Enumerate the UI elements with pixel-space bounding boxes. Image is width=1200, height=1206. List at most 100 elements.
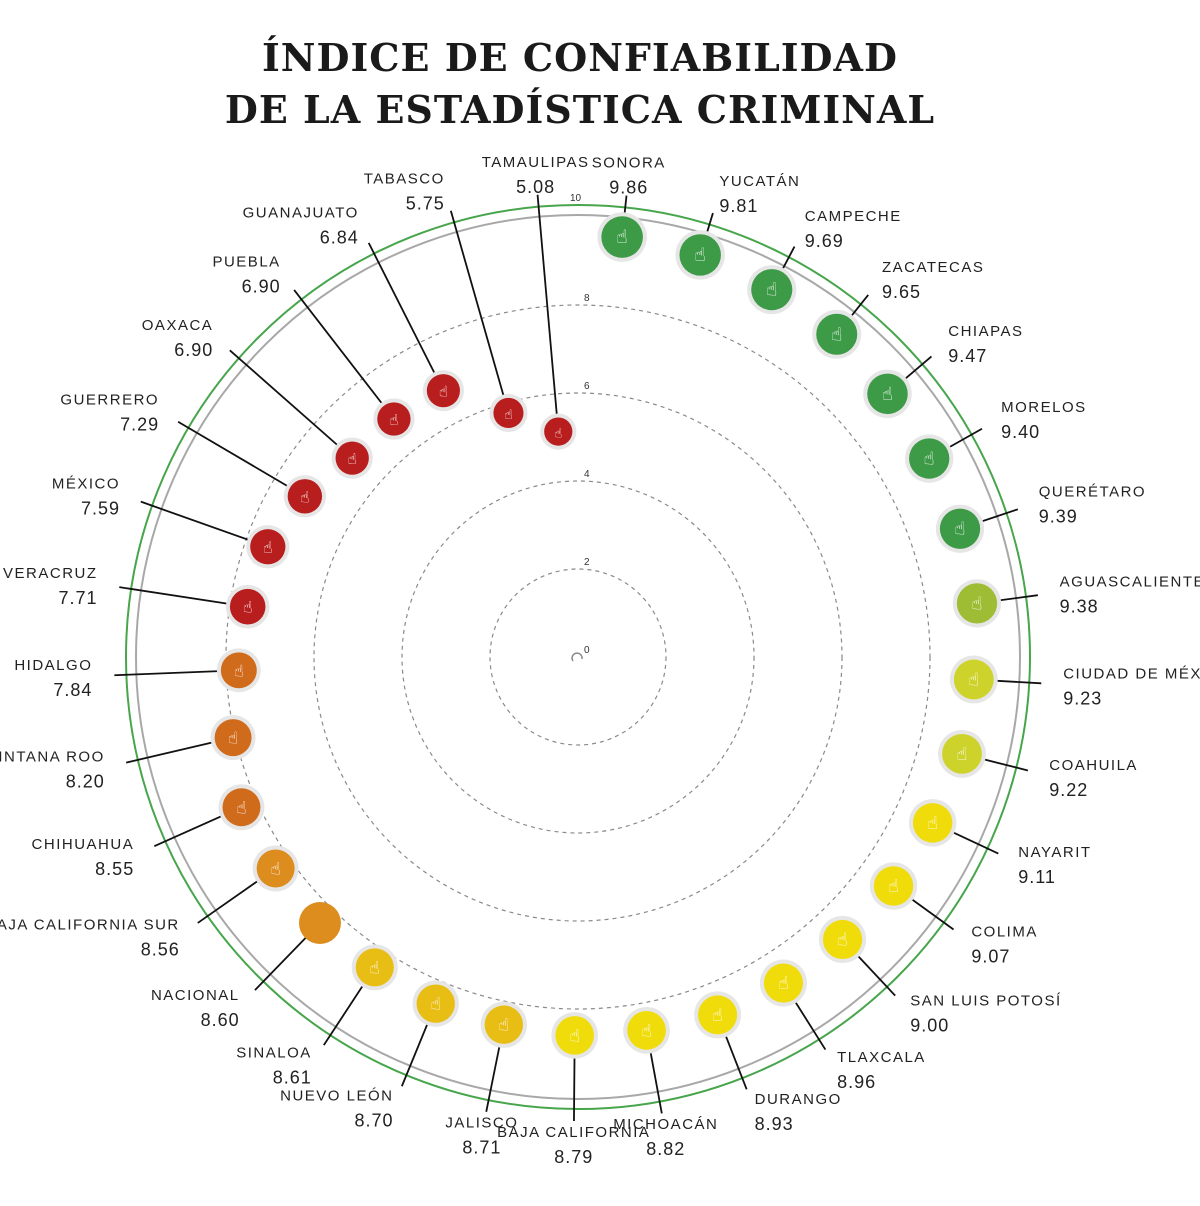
marker-dot[interactable] — [953, 659, 994, 700]
marker-guanajuato[interactable]: ☝ — [422, 370, 464, 412]
marker-dot[interactable] — [222, 788, 261, 827]
marker-dot[interactable] — [909, 438, 950, 479]
marker-dot[interactable] — [544, 417, 573, 446]
marker-hidalgo[interactable]: ☝ — [216, 648, 261, 693]
marker-puebla[interactable]: ☝ — [373, 398, 415, 440]
marker-dot[interactable] — [426, 374, 460, 408]
marker-aguascalientes[interactable]: ☝ — [952, 579, 1002, 628]
marker-dot[interactable] — [335, 441, 369, 475]
state-value-puebla: 6.90 — [242, 277, 281, 297]
marker-dot[interactable] — [493, 397, 524, 429]
state-value-yucatan: 9.81 — [719, 196, 758, 216]
marker-quintana-roo[interactable]: ☝ — [210, 715, 256, 761]
marker-veracruz[interactable]: ☝ — [225, 584, 270, 629]
ring-tick-label: 8 — [584, 293, 590, 304]
marker-dot[interactable] — [679, 234, 721, 276]
marker-dot[interactable] — [229, 588, 266, 625]
marker-dot[interactable] — [355, 948, 394, 987]
marker-sinaloa[interactable]: ☝ — [351, 944, 398, 991]
hand-pointer-icon: ☝ — [831, 324, 842, 345]
hand-pointer-icon: ☝ — [504, 407, 512, 423]
marker-oaxaca[interactable]: ☝ — [331, 437, 373, 479]
marker-tlaxcala[interactable]: ☝ — [759, 959, 807, 1007]
rings-layer: 0 2 4 6 8 10 — [125, 193, 1031, 1110]
state-value-hidalgo: 7.84 — [53, 680, 92, 700]
marker-sonora[interactable]: ☝ — [597, 212, 647, 262]
leader-line-tamaulipas — [536, 194, 559, 422]
marker-nayarit[interactable]: ☝ — [908, 799, 957, 847]
state-value-nuevo-leon: 8.70 — [354, 1111, 393, 1131]
marker-michoacan[interactable]: ☝ — [623, 1007, 670, 1054]
hand-pointer-icon: ☝ — [778, 974, 789, 994]
hand-pointer-icon: ☝ — [968, 669, 979, 690]
marker-coahuila[interactable]: ☝ — [938, 729, 986, 778]
marker-dot[interactable] — [698, 995, 738, 1035]
marker-dot[interactable] — [377, 402, 411, 436]
marker-ciudad-de-mexico[interactable]: ☝ — [949, 655, 998, 704]
marker-dot[interactable] — [873, 866, 914, 906]
marker-queretaro[interactable]: ☝ — [935, 504, 985, 553]
marker-dot[interactable] — [816, 313, 858, 355]
state-value-san-luis-potosi: 9.00 — [910, 1016, 949, 1036]
marker-dot[interactable] — [250, 529, 286, 565]
marker-morelos[interactable]: ☝ — [905, 434, 954, 483]
state-name-nayarit: NAYARIT — [1018, 844, 1091, 861]
hand-pointer-icon: ☝ — [924, 449, 935, 470]
marker-yucatan[interactable]: ☝ — [675, 230, 725, 280]
marker-dot[interactable] — [416, 984, 455, 1023]
marker-nacional[interactable] — [298, 902, 341, 945]
marker-dot[interactable] — [939, 508, 981, 549]
marker-nuevo-leon[interactable]: ☝ — [412, 980, 459, 1027]
marker-dot[interactable] — [912, 803, 953, 843]
state-value-guerrero: 7.29 — [120, 415, 159, 435]
leader-line-puebla — [293, 289, 389, 412]
hand-pointer-icon: ☝ — [348, 450, 357, 468]
state-name-zacatecas: ZACATECAS — [882, 259, 984, 276]
marker-dot[interactable] — [867, 373, 908, 415]
marker-guerrero[interactable]: ☝ — [283, 475, 327, 518]
hand-pointer-icon: ☝ — [243, 598, 253, 617]
ring-6 — [313, 392, 843, 922]
state-name-chihuahua: CHIHUAHUA — [32, 836, 135, 853]
marker-dot[interactable] — [555, 1016, 595, 1055]
marker-baja-california-sur[interactable]: ☝ — [252, 845, 299, 892]
state-value-queretaro: 9.39 — [1039, 506, 1078, 526]
marker-dot[interactable] — [942, 733, 982, 774]
marker-san-luis-potosi[interactable]: ☝ — [818, 915, 867, 964]
state-name-quintana-roo: QUINTANA ROO — [0, 749, 105, 766]
state-name-guanajuato: GUANAJUATO — [243, 204, 359, 221]
marker-dot[interactable] — [601, 216, 643, 258]
marker-dot[interactable] — [287, 479, 323, 514]
hand-pointer-icon: ☝ — [616, 227, 627, 248]
state-name-chiapas: CHIAPAS — [948, 323, 1023, 340]
marker-dot[interactable] — [763, 963, 803, 1003]
marker-campeche[interactable]: ☝ — [747, 265, 797, 315]
marker-jalisco[interactable]: ☝ — [480, 1001, 528, 1048]
marker-chiapas[interactable]: ☝ — [863, 369, 912, 419]
marker-mexico[interactable]: ☝ — [246, 525, 290, 569]
hand-pointer-icon: ☝ — [389, 411, 398, 429]
hand-pointer-icon: ☝ — [228, 729, 238, 748]
national-marker[interactable] — [298, 902, 341, 945]
marker-dot[interactable] — [256, 849, 295, 888]
state-value-jalisco: 8.71 — [462, 1137, 501, 1157]
marker-colima[interactable]: ☝ — [869, 862, 918, 910]
marker-dot[interactable] — [214, 719, 252, 757]
marker-dot[interactable] — [220, 652, 257, 689]
marker-tabasco[interactable]: ☝ — [489, 393, 528, 433]
state-name-tabasco: TABASCO — [364, 171, 445, 188]
leader-line-baja-california-sur — [197, 873, 268, 924]
marker-durango[interactable]: ☝ — [694, 991, 742, 1039]
marker-dot[interactable] — [484, 1005, 524, 1044]
marker-dot[interactable] — [751, 269, 793, 311]
marker-dot[interactable] — [822, 919, 863, 960]
marker-tamaulipas[interactable]: ☝ — [540, 413, 577, 450]
outer-ring — [125, 204, 1031, 1110]
ring-2 — [489, 568, 667, 746]
state-name-mexico: MÉXICO — [52, 475, 120, 492]
marker-zacatecas[interactable]: ☝ — [812, 309, 862, 359]
marker-dot[interactable] — [956, 583, 998, 624]
marker-dot[interactable] — [627, 1011, 666, 1050]
marker-chihuahua[interactable]: ☝ — [218, 784, 265, 831]
marker-baja-california[interactable]: ☝ — [551, 1012, 599, 1059]
